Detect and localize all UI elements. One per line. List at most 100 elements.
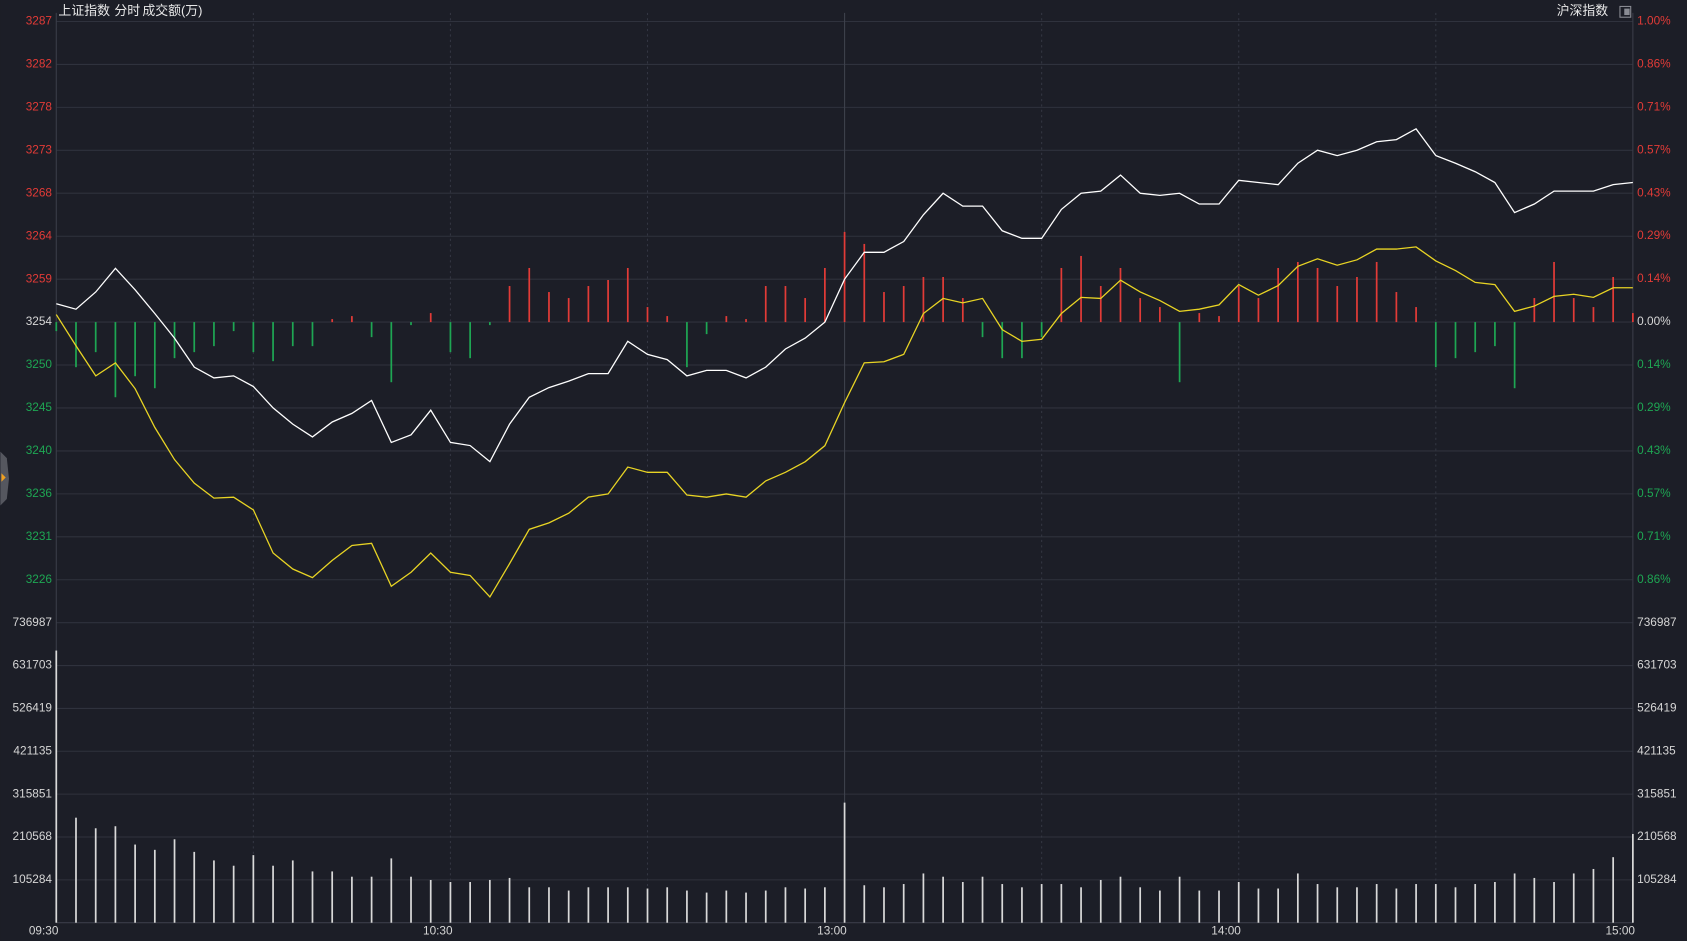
breadth-bar [784,286,787,323]
volume-bar [784,887,787,923]
y2-tick-label: 0.71% [1637,100,1671,114]
volume-bar [567,890,570,923]
volume-bar [1474,884,1477,923]
volume-bar [745,892,747,923]
volume-bar [94,828,97,923]
volume-bar [528,887,531,923]
volume-bar [587,887,590,923]
breadth-bar [134,322,136,377]
volume-bar [1021,887,1023,923]
breadth-bar [961,298,964,323]
breadth-bar [1592,307,1595,323]
breadth-bar [1040,322,1043,338]
breadth-bar [1415,307,1417,323]
breadth-bar [213,322,215,347]
volume-bar [173,839,176,923]
volume-bar [1632,833,1634,923]
breadth-bar [725,316,728,323]
y2-tick-label: 0.86% [1637,572,1671,586]
volume-bar [1415,884,1417,923]
x-tick-label: 15:00 [1605,923,1635,937]
y2-tick-label: 1.00% [1637,14,1671,28]
breadth-bar [1356,277,1358,323]
y2-tick-label: 0.71% [1637,529,1671,543]
breadth-bar [449,322,452,353]
breadth-bar [1060,267,1063,323]
volume-bar [1533,877,1536,923]
volume-bar [843,802,846,923]
volume-bar [686,890,688,923]
volume-bar [1099,879,1102,923]
volume-bar [370,876,373,923]
volume-bar [548,887,550,923]
volume-label: 成交额(万) [142,3,202,18]
volume-bar [508,877,511,923]
mode-label[interactable]: 分时 [114,3,140,18]
y-tick-label: 3250 [26,357,53,371]
breadth-bar [1198,313,1201,323]
volume-bar [942,876,944,923]
y-tick-label: 3282 [26,57,52,71]
y2-tick-label: 0.00% [1637,314,1671,328]
volume-bar [1198,890,1201,923]
y-tick-label: 3273 [26,142,53,156]
breadth-bar [508,286,511,323]
breadth-bar [567,298,570,323]
x-tick-label: 10:30 [423,923,453,937]
toggle-icon-fill [1624,8,1630,16]
y-tick-label-right: 210568 [1637,829,1677,843]
breadth-bar [1021,322,1023,359]
index-selector[interactable]: 沪深指数 [1557,3,1609,18]
volume-bar [311,871,314,923]
breadth-bar [745,319,747,323]
volume-bar [646,888,649,923]
volume-bar [1375,884,1378,923]
y-tick-label: 3245 [26,400,53,414]
x-tick-label: 14:00 [1211,923,1241,937]
volume-bar [1572,873,1575,923]
breadth-bar [1395,292,1398,323]
breadth-bar [883,292,885,323]
breadth-bar [390,322,393,383]
y-tick-label: 631703 [13,658,53,672]
toggle-icon[interactable] [1619,5,1632,18]
volume-bar [134,844,136,923]
breadth-bar [291,322,294,347]
breadth-bar [922,277,925,323]
breadth-bar [1612,277,1615,323]
volume-bar [1001,884,1004,923]
volume-bar [469,882,471,923]
breadth-bar [1001,322,1004,359]
breadth-bar [1218,316,1220,323]
breadth-bar [429,313,432,323]
breadth-bar [370,322,373,338]
breadth-bar [646,307,649,323]
breadth-bar [1553,261,1555,323]
breadth-bar [55,322,58,332]
volume-bar [449,882,452,923]
y-tick-label-right: 526419 [1637,701,1677,715]
volume-bar [607,887,609,923]
breadth-bar [1257,298,1260,323]
y2-tick-label: 0.57% [1637,486,1671,500]
volume-bar [1257,888,1260,923]
y2-tick-label: 0.14% [1637,357,1671,371]
volume-bar [1159,890,1161,923]
volume-bar [1218,890,1220,923]
y-tick-label: 3268 [26,185,53,199]
volume-bar [291,860,294,923]
volume-bar [114,826,117,923]
y-tick-label: 3231 [26,529,52,543]
breadth-bar [1119,267,1122,323]
y-tick-label: 210568 [13,829,53,843]
breadth-bar [686,322,688,368]
breadth-bar [705,322,708,335]
volume-bar [922,873,925,923]
breadth-bar [1375,261,1378,323]
volume-bar [705,892,708,923]
volume-bar [410,876,412,923]
x-tick-label: 13:00 [817,923,847,937]
breadth-bar [1454,322,1457,359]
volume-bar [193,851,196,923]
